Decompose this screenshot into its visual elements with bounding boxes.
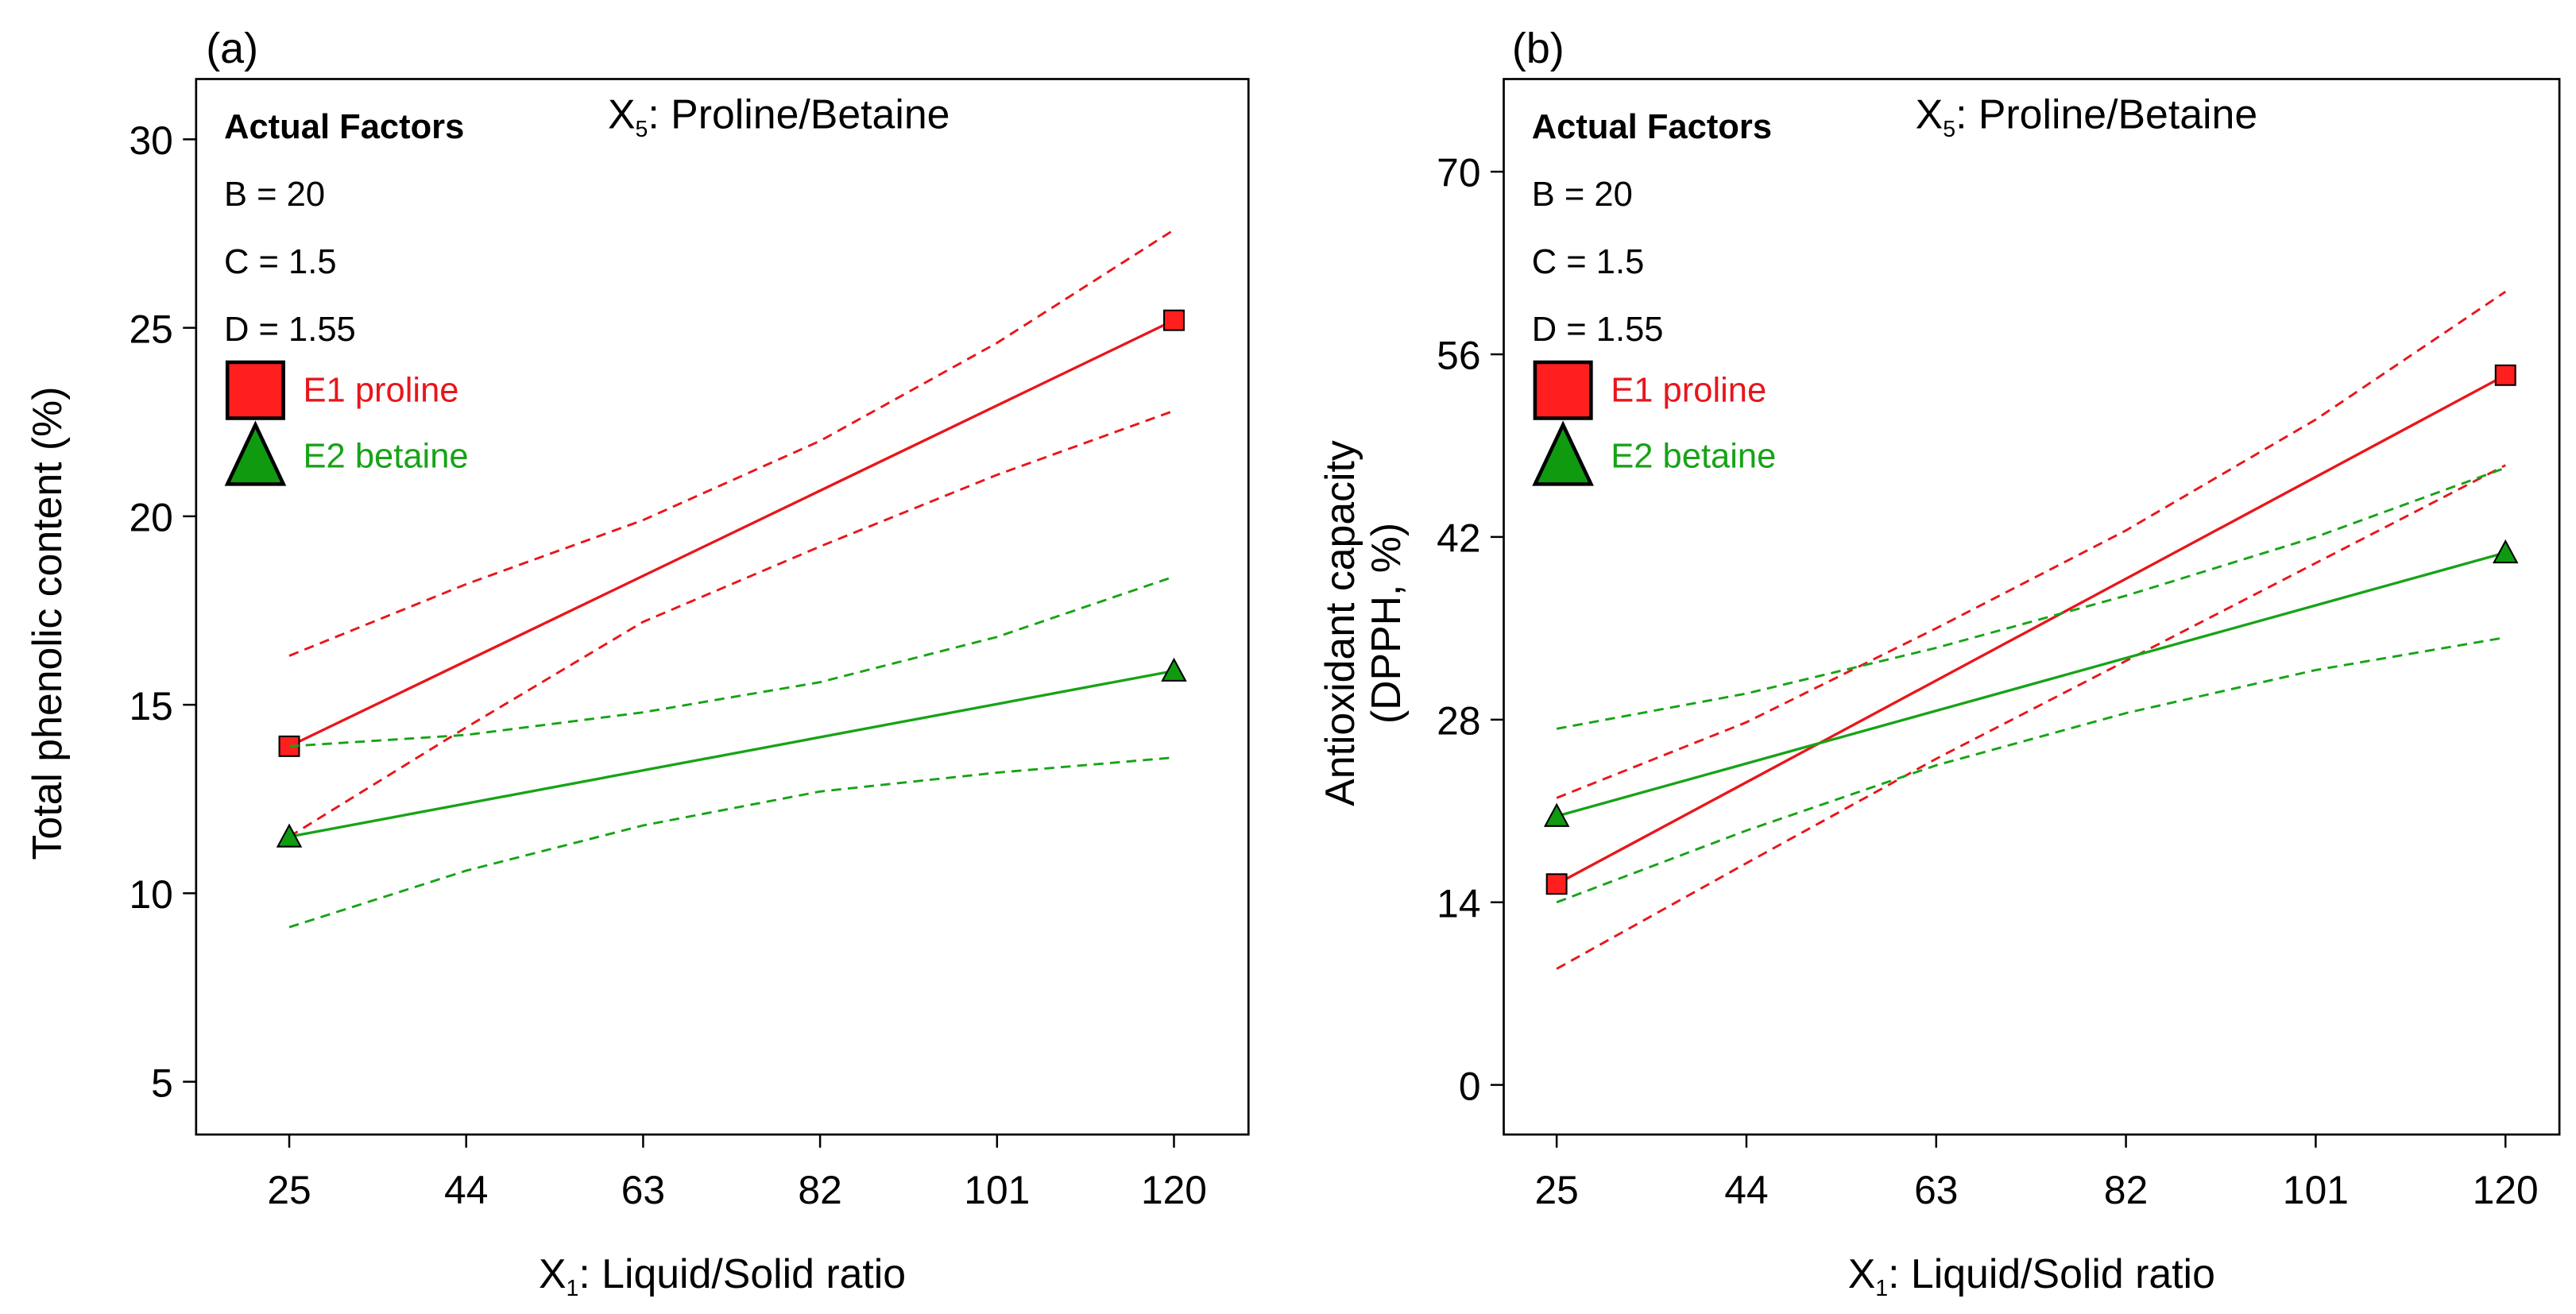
x-tick-label: 44 <box>1724 1168 1768 1212</box>
y-tick-label: 5 <box>151 1061 173 1105</box>
legend-triangle-marker <box>224 420 287 486</box>
legend-label: E1 proline <box>1611 372 1766 410</box>
series-proline-ci-lower-line <box>1556 464 2506 970</box>
x-tick-label: 25 <box>1534 1168 1578 1212</box>
series-betaine-ci-upper-line <box>1556 466 2506 730</box>
x-tick-label: 44 <box>444 1168 488 1212</box>
y-tick-label: 70 <box>1437 151 1480 195</box>
x-tick-label: 120 <box>2473 1168 2539 1212</box>
chart-title: X5: Proline/Betaine <box>1916 91 2258 142</box>
series-betaine-ci-lower-line <box>288 756 1174 929</box>
factor-line: D = 1.55 <box>1532 311 1664 349</box>
chart-panel-a: (a) 25 44 63 82 101 120 5 10 15 20 25 30 X1: Liquid/S… <box>24 25 1250 1301</box>
y-axis-title: Antioxidant capacity(DPPH, %) <box>1317 440 1409 806</box>
data-point-betaine <box>1543 802 1570 827</box>
panel-label: (a) <box>206 25 258 72</box>
series-betaine-fit-line <box>1556 551 2506 817</box>
factor-line: B = 20 <box>1532 176 1633 214</box>
y-tick-label: 10 <box>129 872 172 917</box>
factors-heading: Actual Factors <box>224 108 464 146</box>
factors-heading: Actual Factors <box>1532 108 1772 146</box>
x-axis-title: X1: Liquid/Solid ratio <box>1848 1250 2215 1301</box>
x-axis-title: X1: Liquid/Solid ratio <box>539 1250 906 1301</box>
factor-line: D = 1.55 <box>224 311 356 349</box>
series-betaine-fit-line <box>288 669 1174 838</box>
panel-label: (b) <box>1512 25 1565 72</box>
legend-square-marker <box>1533 360 1593 420</box>
data-point-proline <box>1545 873 1568 895</box>
y-axis-title: Total phenolic content (%) <box>24 387 70 860</box>
x-tick-label: 63 <box>621 1168 665 1212</box>
x-tick-label: 63 <box>1914 1168 1958 1212</box>
data-point-betaine <box>276 823 303 848</box>
factor-line: C = 1.5 <box>224 243 337 281</box>
y-tick-label: 56 <box>1437 334 1480 378</box>
plot-frame <box>1503 78 2561 1136</box>
data-point-proline <box>1163 309 1185 331</box>
factor-line: B = 20 <box>224 176 325 214</box>
plot-frame <box>195 78 1250 1136</box>
y-tick-label: 14 <box>1437 881 1480 926</box>
y-tick-label: 20 <box>129 496 172 540</box>
y-tick-label: 0 <box>1459 1064 1481 1108</box>
data-point-proline <box>2494 364 2516 386</box>
legend-triangle-marker <box>1532 420 1594 486</box>
chart-title: X5: Proline/Betaine <box>608 91 950 142</box>
y-tick-label: 28 <box>1437 698 1480 743</box>
series-betaine-ci-lower-line <box>1556 636 2506 904</box>
legend-label: E1 proline <box>304 372 459 410</box>
legend-label: E2 betaine <box>304 438 469 476</box>
data-point-betaine <box>2492 539 2519 564</box>
y-tick-label: 25 <box>129 307 172 351</box>
data-point-betaine <box>1161 657 1187 682</box>
legend-square-marker <box>225 360 285 420</box>
y-tick-label: 42 <box>1437 516 1480 561</box>
series-proline-fit-line <box>288 319 1175 748</box>
series-betaine-ci-upper-line <box>288 575 1174 748</box>
series-proline-ci-lower-line <box>288 409 1174 838</box>
factor-line: C = 1.5 <box>1532 243 1645 281</box>
y-tick-label: 30 <box>129 118 172 163</box>
x-tick-label: 120 <box>1141 1168 1207 1212</box>
x-tick-label: 25 <box>267 1168 311 1212</box>
x-tick-label: 82 <box>798 1168 841 1212</box>
series-proline-ci-upper-line <box>288 229 1175 657</box>
x-tick-label: 101 <box>964 1168 1030 1212</box>
legend-label: E2 betaine <box>1611 438 1776 476</box>
x-tick-label: 82 <box>2104 1168 2148 1212</box>
x-tick-label: 101 <box>2283 1168 2349 1212</box>
series-proline-ci-upper-line <box>1556 290 2507 799</box>
chart-panel-b: (b) 25 44 63 82 101 120 0 14 28 42 56 70 X1: Liquid/S… <box>1317 25 2561 1301</box>
series-proline-fit-line <box>1556 373 2507 886</box>
y-tick-label: 15 <box>129 684 172 728</box>
